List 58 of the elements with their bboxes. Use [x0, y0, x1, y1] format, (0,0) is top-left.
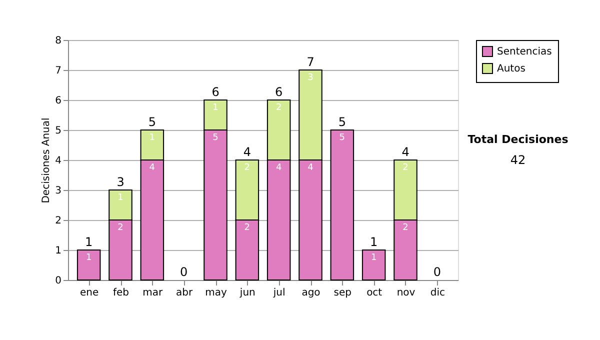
- x-tick-label: ago: [302, 288, 320, 298]
- data-label: 1: [86, 253, 92, 263]
- x-tick-label: feb: [112, 288, 130, 298]
- y-tick-label: 0: [55, 276, 62, 286]
- total-label: 6: [275, 85, 283, 99]
- y-tick-label: 6: [55, 96, 62, 106]
- x-tick-label: oct: [366, 288, 382, 298]
- y-tick-label: 1: [55, 246, 62, 256]
- x-tick-label: nov: [396, 288, 416, 298]
- data-label: 2: [244, 223, 250, 233]
- x-tick-label: mar: [142, 288, 164, 298]
- data-label: 1: [149, 133, 156, 143]
- y-tick-label: 4: [55, 156, 62, 166]
- y-tick-label: 7: [55, 66, 62, 76]
- total-label: 7: [306, 55, 314, 69]
- data-label: 4: [149, 163, 156, 173]
- total-label: 5: [338, 115, 346, 129]
- legend-label: Sentencias: [497, 46, 552, 58]
- data-label: 1: [212, 103, 218, 113]
- total-label: 1: [85, 235, 93, 249]
- total-label: 4: [402, 145, 410, 159]
- bar: [330, 130, 354, 280]
- text: Total Decisiones: [468, 133, 569, 146]
- legend-label: Autos: [497, 64, 526, 74]
- y-tick-label: 8: [55, 36, 62, 46]
- y-tick-label: 5: [55, 126, 62, 136]
- x-tick-label: may: [205, 288, 227, 298]
- y-axis-title: Decisiones Anual: [41, 118, 52, 204]
- text: 42: [510, 153, 526, 167]
- bar: [362, 250, 386, 280]
- data-label: 5: [212, 133, 218, 143]
- total-label: 0: [180, 265, 188, 279]
- data-label: 3: [308, 73, 314, 83]
- total-label: 1: [370, 235, 378, 249]
- total-label: 3: [116, 175, 124, 189]
- data-label: 4: [308, 163, 314, 173]
- data-label: 1: [118, 193, 124, 203]
- data-label: 2: [244, 163, 250, 173]
- data-label: 1: [370, 253, 377, 263]
- data-label: 4: [276, 163, 282, 173]
- x-tick-label: sep: [334, 288, 352, 298]
- total-label: 4: [243, 145, 251, 159]
- data-label: 5: [339, 133, 346, 143]
- x-tick-label: ene: [80, 288, 99, 298]
- data-label: 2: [276, 103, 282, 113]
- data-label: 2: [402, 163, 408, 173]
- data-label: 2: [118, 223, 124, 233]
- x-tick-label: abr: [176, 288, 194, 298]
- data-label: 2: [402, 223, 408, 233]
- total-label: 0: [433, 265, 441, 279]
- y-tick-label: 2: [55, 216, 62, 226]
- bar: [76, 250, 101, 280]
- total-label: 5: [148, 115, 156, 129]
- total-label: 6: [212, 85, 220, 99]
- x-tick-label: jun: [238, 288, 256, 298]
- x-tick-label: jul: [272, 288, 286, 298]
- y-tick-label: 3: [55, 186, 62, 196]
- x-tick-label: dic: [430, 288, 445, 298]
